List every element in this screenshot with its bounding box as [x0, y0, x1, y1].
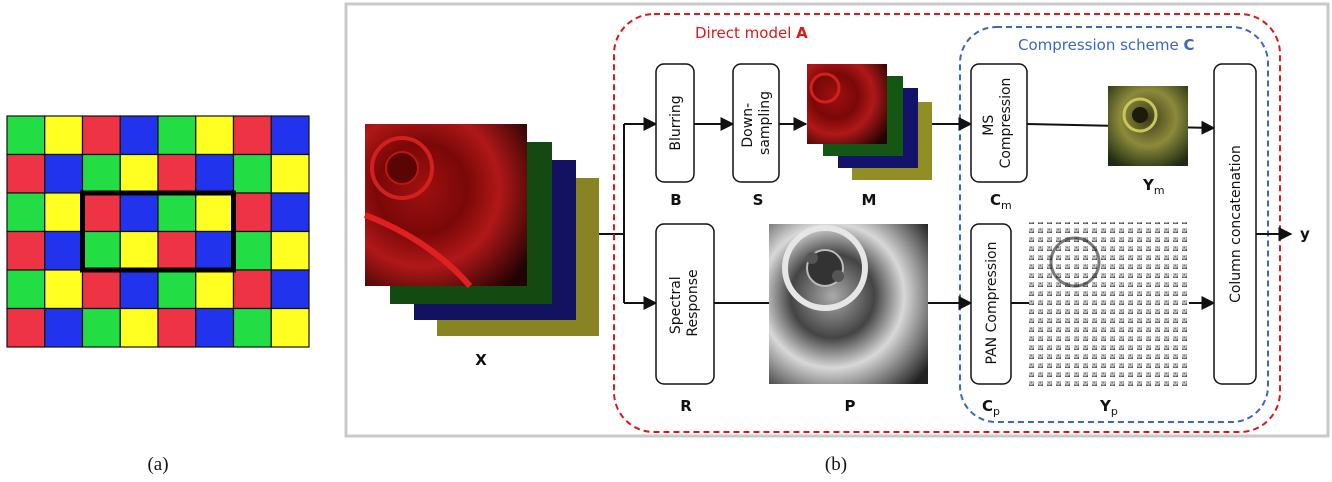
grid-cell-blue	[119, 269, 159, 310]
downsampling-label: Down- sampling	[740, 91, 773, 155]
column-concatenation-block	[1213, 63, 1257, 385]
column-concatenation-label: Column concatenation	[1228, 145, 1244, 303]
bayer-grid	[6, 115, 310, 348]
grid-cell-green	[157, 192, 197, 233]
grid-cell-green	[157, 115, 197, 156]
grid-cell-blue	[270, 115, 310, 156]
spectral-response-label: Spectral Response	[668, 269, 701, 336]
label-p: P	[845, 397, 856, 415]
label-m: M	[862, 191, 877, 209]
grid-cell-yellow	[44, 115, 84, 156]
caption-b: (b)	[825, 454, 847, 475]
grid-cell-green	[6, 192, 46, 233]
grid-cell-yellow	[270, 230, 310, 271]
grid-cell-yellow	[270, 153, 310, 194]
grid-cell-yellow	[195, 269, 235, 310]
grid-cell-yellow	[270, 307, 310, 348]
pan-image-p	[769, 224, 928, 384]
compressed-ms-image-ym	[1108, 86, 1188, 166]
grid-cell-blue	[119, 115, 159, 156]
grid-cell-green	[81, 307, 121, 348]
grid-cell-blue	[270, 192, 310, 233]
grid-cell-green	[232, 307, 272, 348]
grid-cell-yellow	[44, 269, 84, 310]
grid-cell-yellow	[195, 115, 235, 156]
grid-cell-blue	[119, 192, 159, 233]
blurring-label: Blurring	[668, 95, 684, 150]
highlight-rect	[80, 190, 236, 273]
grid-cell-red	[81, 192, 121, 233]
grid-cell-yellow	[119, 153, 159, 194]
label-y: y	[1300, 225, 1310, 243]
grid-cell-green	[157, 269, 197, 310]
label-b: B	[670, 191, 681, 209]
grid-cell-blue	[195, 153, 235, 194]
ms-image-stack-m	[807, 64, 932, 180]
grid-cell-yellow	[44, 192, 84, 233]
grid-cell-red	[6, 230, 46, 271]
direct-model-region	[613, 13, 1281, 433]
caption-a: (a)	[147, 454, 168, 475]
grid-cell-yellow	[119, 230, 159, 271]
grid-cell-green	[81, 153, 121, 194]
grid-cell-blue	[44, 153, 84, 194]
grid-cell-red	[157, 153, 197, 194]
input-image-stack-x	[363, 124, 599, 336]
label-x: X	[475, 351, 487, 369]
compression-scheme-label: Compression scheme C	[1018, 36, 1195, 54]
grid-cell-blue	[270, 269, 310, 310]
label-ym: Ym	[1142, 176, 1165, 197]
grid-cell-red	[232, 192, 272, 233]
input-split-lines	[599, 117, 658, 310]
ms-compression-label: MS Compression	[981, 78, 1014, 169]
grid-cell-red	[6, 153, 46, 194]
grid-cell-red	[81, 115, 121, 156]
ms-compression-block	[970, 63, 1028, 183]
compressed-pan-image-yp	[1029, 222, 1189, 387]
label-r: R	[680, 397, 692, 415]
grid-cell-green	[232, 230, 272, 271]
grid-cell-red	[232, 115, 272, 156]
grid-cell-yellow	[119, 307, 159, 348]
compression-scheme-region	[959, 26, 1269, 423]
direct-model-label: Direct model A	[695, 24, 808, 42]
grid-cell-red	[157, 230, 197, 271]
grid-cell-green	[6, 269, 46, 310]
grid-cell-green	[6, 115, 46, 156]
grid-cell-green	[232, 153, 272, 194]
grid-cell-red	[6, 307, 46, 348]
grid-cell-red	[232, 269, 272, 310]
label-yp: Yp	[1099, 397, 1118, 418]
label-cm: Cm	[990, 191, 1012, 212]
label-cp: Cp	[982, 397, 1000, 418]
grid-cell-yellow	[195, 192, 235, 233]
grid-cell-blue	[44, 230, 84, 271]
grid-cell-green	[81, 230, 121, 271]
grid-cell-red	[81, 269, 121, 310]
grid-cell-blue	[195, 307, 235, 348]
grid-cell-blue	[195, 230, 235, 271]
pan-compression-label: PAN Compression	[984, 242, 1000, 365]
grid-cell-red	[157, 307, 197, 348]
grid-cell-blue	[44, 307, 84, 348]
label-s: S	[753, 191, 764, 209]
